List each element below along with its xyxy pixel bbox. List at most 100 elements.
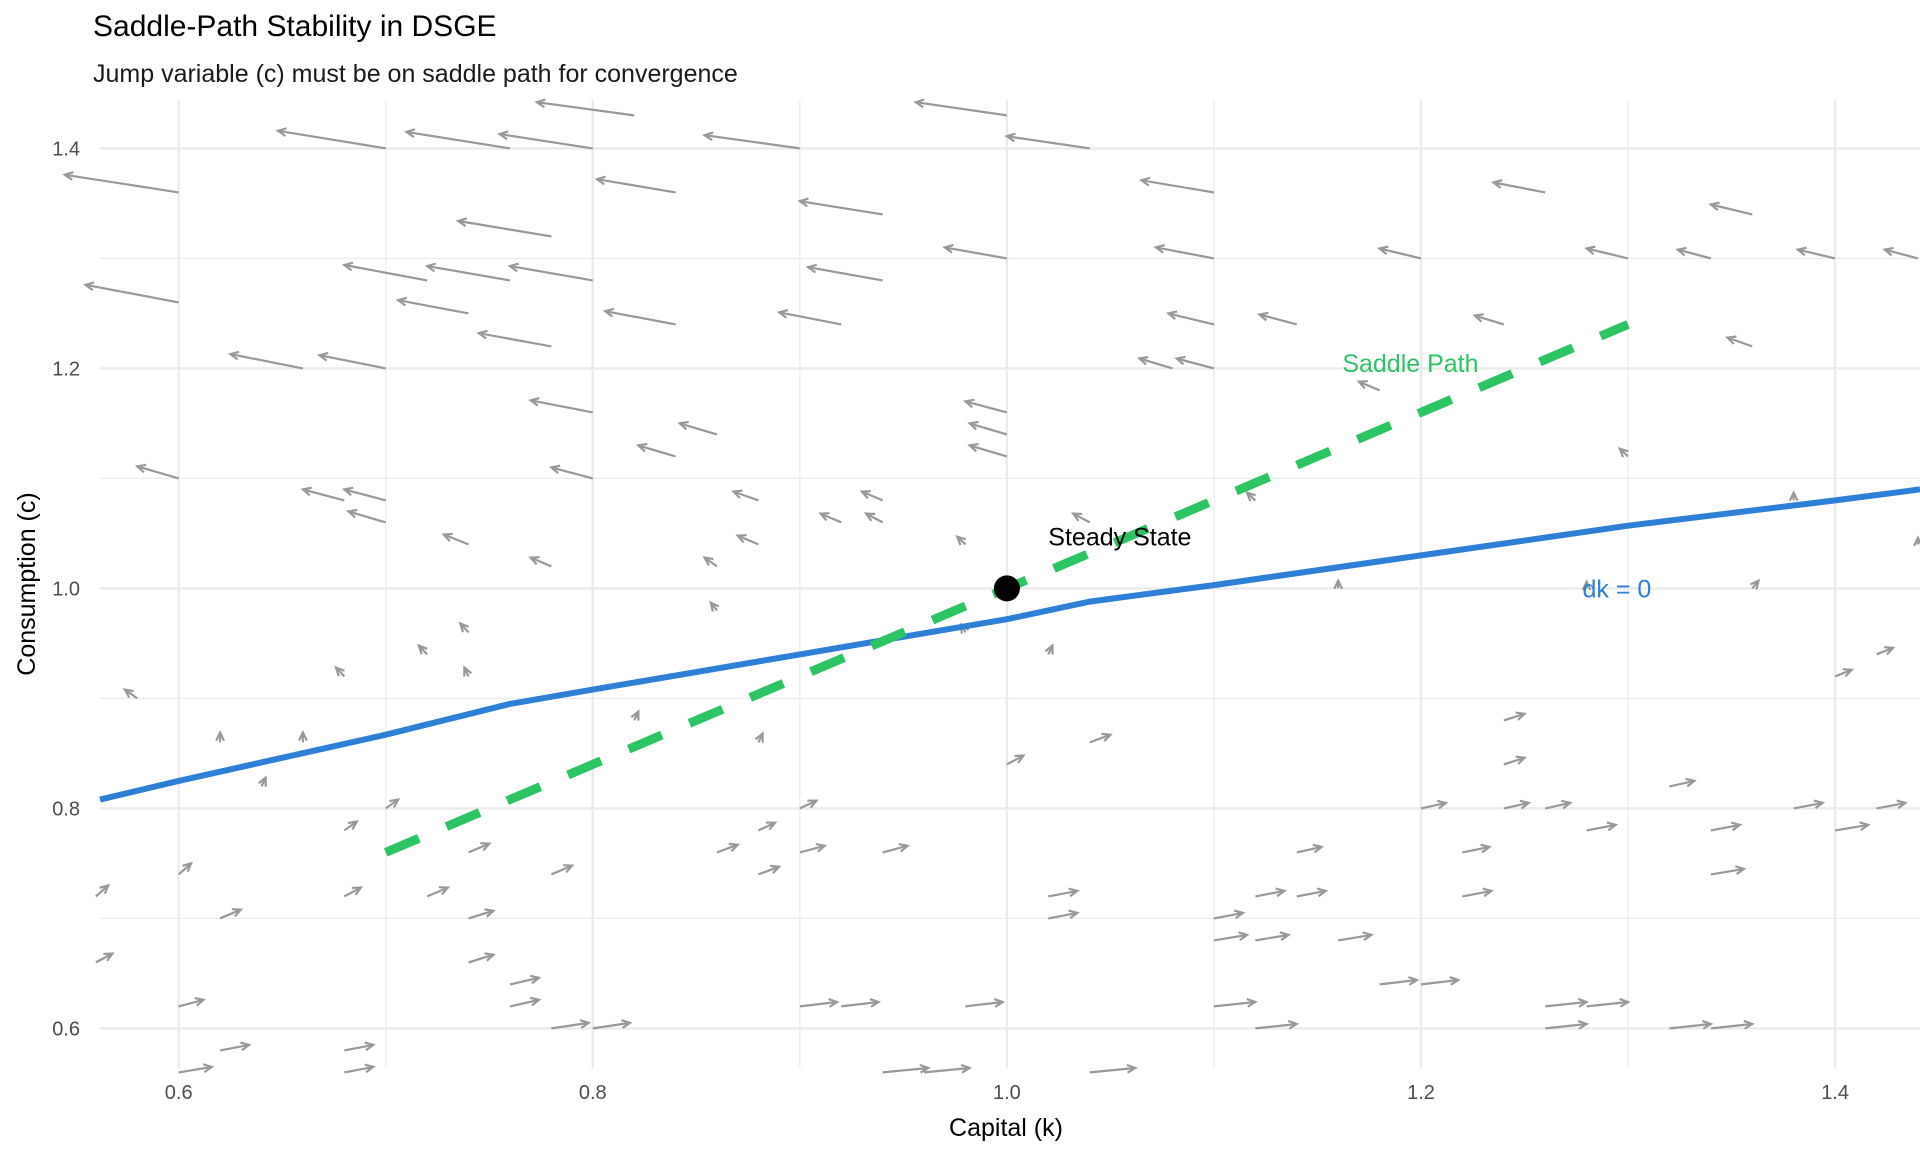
field-arrow: [551, 1019, 592, 1030]
field-arrow: [1296, 843, 1325, 854]
field-arrow-shaft: [1420, 978, 1459, 986]
field-arrow-head: [1795, 246, 1807, 257]
field-arrow: [1213, 997, 1258, 1008]
field-arrow-shaft: [468, 953, 494, 964]
field-arrow-head: [594, 175, 606, 186]
field-arrow-shaft: [344, 488, 387, 502]
field-arrow: [635, 442, 676, 458]
field-arrow: [882, 1063, 931, 1074]
field-arrow-head: [1245, 490, 1257, 502]
field-arrow-shaft: [915, 101, 1008, 117]
field-arrow-shaft: [509, 976, 540, 986]
field-arrow-head: [122, 688, 134, 699]
dk-zero-line: [99, 486, 1920, 803]
field-arrow-head: [1519, 799, 1532, 810]
field-arrow-shaft: [1503, 756, 1525, 766]
y-tick-label: 0.8: [52, 798, 80, 820]
field-arrow-shaft: [1876, 801, 1906, 810]
field-arrow: [805, 263, 883, 282]
field-arrow-head: [403, 128, 416, 138]
field-arrow: [343, 820, 359, 832]
field-arrow: [1048, 909, 1080, 920]
field-arrow-head: [182, 861, 193, 873]
field-arrow-shaft: [944, 246, 1008, 260]
field-arrow-shaft: [344, 1043, 374, 1052]
field-arrow-head: [455, 217, 468, 228]
field-arrow-head: [528, 396, 540, 407]
x-tick-label: 1.0: [993, 1082, 1021, 1104]
field-arrow: [1255, 1019, 1300, 1030]
field-arrow-head: [1356, 380, 1368, 390]
field-arrow-shaft: [592, 1021, 631, 1030]
field-arrow-head: [497, 130, 509, 141]
field-arrow: [257, 775, 267, 787]
field-arrow-head: [602, 307, 615, 318]
field-arrow: [1788, 490, 1799, 502]
field-arrow: [923, 1063, 973, 1074]
field-arrow-shaft: [1255, 1022, 1297, 1030]
field-arrow-head: [635, 442, 648, 453]
field-arrow: [882, 843, 910, 854]
field-arrow-head: [1126, 1063, 1138, 1074]
field-arrow-shaft: [969, 422, 1008, 436]
field-arrow-head: [1581, 579, 1592, 591]
field-arrow-shaft: [965, 400, 1008, 414]
field-arrow-head: [1606, 821, 1619, 832]
field-arrow-shaft: [1379, 247, 1422, 260]
field-arrow: [1462, 843, 1492, 854]
field-arrow-head: [919, 1063, 931, 1074]
field-arrow-shaft: [716, 843, 739, 854]
field-arrow-shaft: [1503, 712, 1525, 722]
field-arrow-head: [993, 998, 1006, 1008]
field-arrow-head: [1287, 1019, 1300, 1030]
field-arrow: [298, 729, 308, 743]
field-arrow: [630, 709, 640, 721]
field-arrow-head: [1842, 668, 1855, 678]
field-arrow: [818, 512, 842, 524]
field-arrow: [426, 886, 451, 898]
field-arrow: [1174, 355, 1215, 370]
field-arrow-shaft: [778, 311, 842, 326]
field-arrow-head: [1257, 311, 1269, 322]
field-arrow-head: [83, 281, 95, 292]
field-arrow: [731, 489, 759, 502]
field-arrow: [1544, 799, 1573, 810]
field-arrow: [1503, 711, 1527, 722]
field-arrow-head: [1165, 310, 1178, 320]
field-arrow: [1795, 246, 1836, 260]
field-arrow: [1004, 132, 1090, 150]
field-arrow-shaft: [1544, 801, 1571, 810]
field-arrow-shaft: [550, 864, 573, 876]
field-arrow: [528, 556, 552, 568]
field-arrow-head: [1472, 313, 1484, 323]
field-arrow-head: [548, 464, 561, 475]
points: [993, 575, 1020, 602]
field-arrow: [799, 799, 819, 810]
field-arrow: [178, 997, 206, 1008]
field-arrow: [1586, 821, 1619, 832]
field-arrow-head: [1515, 755, 1527, 765]
field-arrow-shaft: [344, 1065, 374, 1074]
field-arrow-head: [1316, 887, 1329, 898]
field-arrow-head: [805, 263, 818, 274]
field-arrow-head: [677, 420, 689, 431]
field-arrow-head: [754, 731, 764, 743]
field-arrow: [1581, 579, 1592, 591]
field-arrow-head: [257, 775, 267, 787]
field-arrow-shaft: [1420, 801, 1447, 810]
field-arrow-shaft: [551, 1021, 589, 1030]
field-arrow-shaft: [1259, 313, 1298, 326]
field-arrow: [177, 861, 193, 876]
field-arrow-head: [1584, 245, 1596, 256]
field-arrow-head: [563, 864, 575, 874]
field-arrow-head: [807, 799, 819, 809]
field-arrow-head: [1014, 754, 1026, 764]
field-arrow: [548, 464, 594, 480]
field-arrow: [455, 217, 552, 238]
field-arrow-shaft: [1669, 779, 1695, 788]
field-arrow-head: [1619, 997, 1631, 1008]
field-arrow-head: [1884, 646, 1896, 656]
field-arrow: [62, 171, 179, 194]
field-arrow: [1472, 313, 1505, 326]
field-arrow-head: [1275, 887, 1287, 898]
